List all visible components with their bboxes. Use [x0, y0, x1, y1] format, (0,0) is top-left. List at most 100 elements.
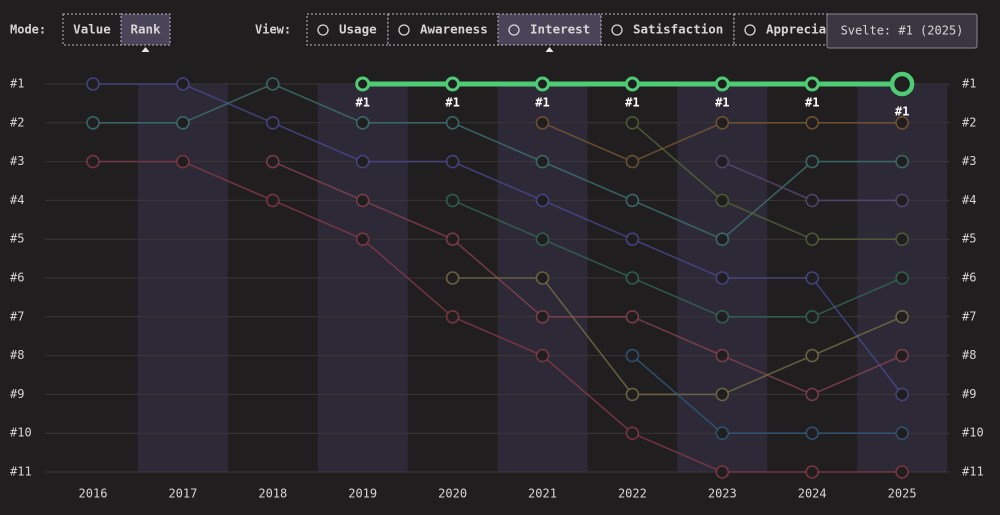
data-point — [805, 426, 820, 441]
data-point — [715, 465, 730, 479]
data-point — [355, 154, 370, 169]
data-point — [805, 348, 820, 363]
data-point — [86, 77, 100, 91]
y-tick-label-right: #1 — [962, 77, 976, 91]
y-tick-label-right: #3 — [962, 154, 976, 168]
button-label[interactable]: Satisfaction — [633, 22, 723, 37]
data-point — [895, 193, 909, 208]
y-tick-label: #10 — [10, 426, 32, 440]
x-tick-label: 2018 — [258, 487, 287, 501]
button-label[interactable]: Awareness — [420, 22, 488, 37]
x-tick-label: 2019 — [348, 487, 377, 501]
y-tick-label-right: #10 — [962, 426, 984, 440]
data-point — [715, 348, 730, 363]
button-frame[interactable] — [387, 13, 499, 46]
data-point — [715, 193, 730, 208]
data-point — [535, 232, 550, 246]
data-point — [889, 71, 915, 97]
y-tick-label: #5 — [10, 232, 24, 246]
data-point — [624, 76, 640, 92]
y-tick-label: #2 — [10, 115, 24, 129]
data-point — [715, 116, 730, 130]
data-point — [805, 232, 820, 246]
data-point — [176, 77, 190, 91]
data-point — [715, 154, 730, 169]
button-icon — [398, 24, 410, 36]
x-tick-label: 2022 — [618, 487, 647, 501]
toggle-button[interactable]: Interest — [497, 13, 602, 46]
button-icon — [317, 24, 329, 36]
data-point — [445, 271, 460, 285]
toggle-button[interactable]: Satisfaction — [600, 13, 735, 46]
data-point — [715, 387, 730, 402]
data-point — [805, 465, 820, 479]
y-tick-label: #9 — [10, 387, 24, 401]
data-point — [445, 76, 461, 92]
y-tick-label: #1 — [10, 77, 24, 91]
button-frame[interactable] — [306, 13, 389, 46]
data-label: #1 — [715, 96, 729, 110]
button-label[interactable]: Interest — [530, 22, 590, 37]
active-marker — [545, 47, 554, 52]
button-frame[interactable] — [120, 13, 171, 46]
series-line — [631, 122, 903, 240]
data-point — [535, 193, 550, 208]
data-point — [805, 154, 820, 169]
data-point — [805, 116, 820, 130]
tooltip: Svelte: #1 (2025) — [826, 13, 978, 49]
data-point — [625, 232, 640, 246]
data-point — [535, 309, 550, 324]
y-tick-label-right: #9 — [962, 387, 976, 401]
y-tick-label: #4 — [10, 193, 24, 207]
data-point — [535, 116, 550, 130]
data-label: #1 — [355, 96, 369, 110]
y-tick-label-right: #2 — [962, 115, 976, 129]
x-tick-label: 2023 — [708, 487, 737, 501]
button-icon — [611, 24, 623, 36]
series-line — [452, 199, 903, 318]
data-point — [445, 116, 460, 130]
y-tick-label-right: #11 — [962, 465, 984, 479]
button-icon — [508, 24, 520, 36]
series-line — [272, 160, 903, 396]
data-point — [895, 309, 909, 324]
toggle-button[interactable]: Value — [62, 13, 122, 46]
data-label: #1 — [805, 96, 819, 110]
data-point — [625, 271, 640, 285]
data-point — [895, 387, 909, 402]
data-point — [625, 154, 640, 169]
toggle-button[interactable]: Usage — [306, 13, 389, 46]
button-frame[interactable] — [497, 13, 602, 46]
data-point — [895, 232, 909, 246]
x-tick-label: 2024 — [798, 487, 827, 501]
data-point — [535, 76, 550, 92]
x-tick-label: 2025 — [888, 487, 917, 501]
data-label: #1 — [535, 96, 549, 110]
data-point — [715, 309, 730, 324]
data-point — [265, 154, 280, 169]
active-marker — [141, 47, 150, 52]
button-label[interactable]: Usage — [339, 22, 377, 37]
y-tick-label-right: #5 — [962, 232, 976, 246]
y-tick-label-right: #7 — [962, 309, 976, 323]
data-point — [445, 193, 460, 208]
button-icon — [744, 24, 756, 36]
data-point — [355, 76, 371, 92]
data-point — [895, 154, 909, 169]
data-point — [805, 193, 820, 208]
button-label[interactable]: Rank — [130, 22, 161, 37]
x-tick-label: 2017 — [168, 487, 197, 501]
x-tick-label: 2020 — [438, 487, 467, 501]
data-point — [805, 387, 820, 402]
data-point — [176, 154, 190, 169]
data-point — [625, 387, 640, 402]
data-point — [355, 232, 370, 246]
toggle-button[interactable]: Awareness — [387, 13, 499, 46]
data-point — [265, 77, 280, 91]
data-point — [445, 309, 460, 324]
button-label[interactable]: Value — [73, 22, 111, 37]
series-line — [631, 354, 903, 434]
toggle-button[interactable]: Rank — [120, 13, 171, 46]
x-tick-label: 2016 — [79, 487, 108, 501]
tooltip-box — [826, 13, 978, 49]
